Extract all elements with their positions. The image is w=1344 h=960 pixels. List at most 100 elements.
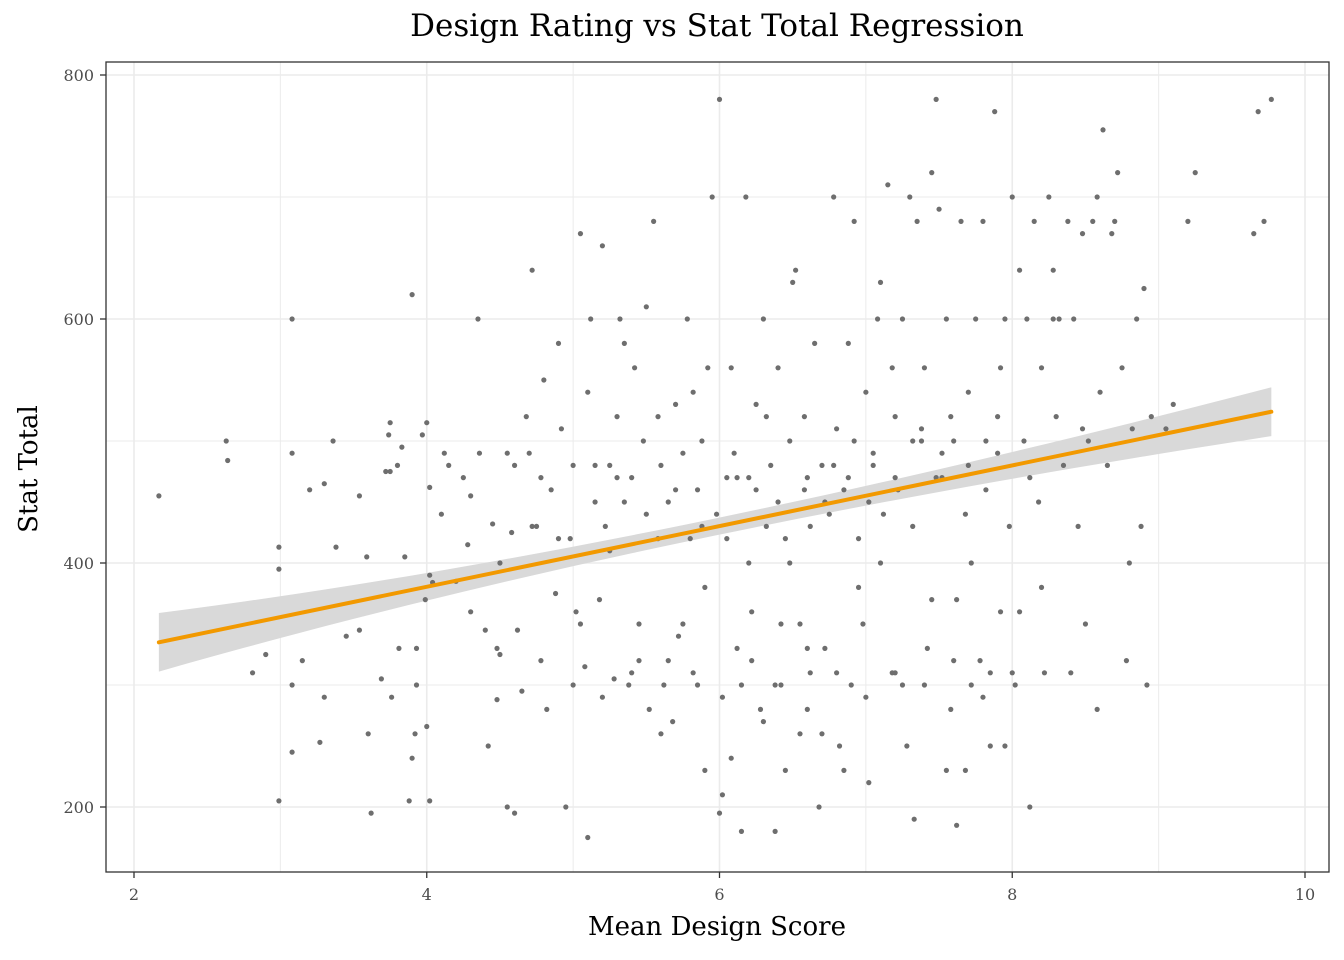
data-point bbox=[719, 792, 726, 798]
data-point bbox=[621, 340, 627, 346]
data-point bbox=[592, 499, 598, 505]
data-point bbox=[1251, 231, 1257, 237]
data-point bbox=[855, 536, 862, 542]
data-point bbox=[889, 365, 895, 371]
data-point bbox=[738, 828, 745, 835]
data-point bbox=[782, 767, 788, 774]
data-point bbox=[511, 462, 518, 468]
data-point bbox=[1031, 218, 1037, 224]
data-point bbox=[526, 450, 532, 456]
data-point bbox=[1009, 670, 1015, 676]
data-point bbox=[709, 194, 715, 200]
data-point bbox=[968, 682, 974, 688]
data-point bbox=[643, 511, 649, 517]
data-point bbox=[552, 590, 559, 597]
data-point bbox=[787, 438, 793, 444]
data-point bbox=[441, 450, 447, 456]
data-point bbox=[731, 450, 737, 456]
x-tick-label: 2 bbox=[129, 885, 139, 904]
data-point bbox=[427, 484, 433, 490]
data-point bbox=[877, 560, 884, 566]
data-point bbox=[973, 316, 979, 322]
data-point bbox=[402, 554, 408, 560]
data-point bbox=[504, 804, 510, 810]
data-point bbox=[1144, 682, 1150, 688]
data-point bbox=[438, 511, 444, 517]
data-point bbox=[519, 688, 525, 694]
data-point bbox=[954, 597, 960, 603]
data-point bbox=[845, 340, 851, 346]
data-point bbox=[1141, 285, 1147, 292]
data-point bbox=[728, 755, 734, 761]
data-point bbox=[588, 316, 594, 322]
data-point bbox=[918, 426, 925, 432]
data-point bbox=[772, 828, 778, 835]
data-point bbox=[962, 767, 969, 774]
data-point bbox=[289, 682, 295, 688]
data-point bbox=[672, 487, 679, 493]
data-point bbox=[672, 401, 679, 407]
data-point bbox=[914, 218, 920, 224]
data-point bbox=[497, 560, 503, 566]
data-point bbox=[690, 389, 696, 395]
data-point bbox=[746, 560, 752, 566]
data-point bbox=[585, 389, 591, 395]
data-point bbox=[1024, 316, 1030, 322]
data-point bbox=[424, 723, 430, 730]
data-point bbox=[885, 182, 891, 188]
data-point bbox=[299, 658, 305, 664]
data-point bbox=[289, 749, 295, 755]
data-point bbox=[356, 627, 363, 633]
data-point bbox=[995, 450, 1001, 456]
data-point bbox=[734, 645, 740, 652]
data-point bbox=[494, 645, 500, 652]
data-point bbox=[523, 414, 529, 420]
data-point bbox=[223, 438, 229, 444]
data-point bbox=[924, 645, 930, 652]
data-point bbox=[413, 645, 420, 652]
data-point bbox=[819, 462, 825, 468]
data-point bbox=[317, 739, 323, 745]
data-point bbox=[570, 462, 576, 468]
data-point bbox=[1185, 218, 1191, 224]
data-point bbox=[778, 682, 784, 688]
data-points bbox=[156, 96, 1274, 841]
data-point bbox=[1079, 426, 1086, 432]
data-point bbox=[958, 218, 964, 224]
data-point bbox=[987, 670, 993, 676]
data-point bbox=[1065, 218, 1071, 224]
data-point bbox=[646, 706, 652, 713]
data-point bbox=[713, 511, 720, 517]
data-point bbox=[892, 414, 898, 420]
data-point bbox=[936, 206, 942, 212]
data-point bbox=[962, 511, 969, 517]
data-point bbox=[494, 697, 500, 703]
grid-lines bbox=[106, 62, 1329, 872]
data-point bbox=[899, 316, 906, 322]
data-point bbox=[368, 810, 374, 816]
data-point bbox=[427, 572, 433, 578]
data-point bbox=[1268, 96, 1274, 102]
data-point bbox=[1038, 365, 1045, 371]
data-point bbox=[910, 523, 916, 530]
data-point bbox=[276, 566, 282, 572]
data-point bbox=[716, 96, 723, 102]
data-point bbox=[987, 743, 993, 749]
data-point bbox=[793, 267, 799, 273]
data-point bbox=[870, 462, 876, 468]
data-point bbox=[563, 804, 569, 810]
data-point bbox=[544, 706, 550, 713]
data-point bbox=[834, 426, 840, 432]
data-point bbox=[983, 438, 989, 444]
data-point bbox=[636, 658, 642, 664]
data-point bbox=[855, 584, 862, 591]
data-point bbox=[225, 457, 231, 464]
data-point bbox=[643, 304, 649, 310]
confidence-band bbox=[158, 387, 1272, 672]
data-point bbox=[321, 481, 327, 487]
data-point bbox=[482, 627, 488, 633]
data-point bbox=[749, 658, 755, 664]
data-point bbox=[965, 462, 971, 468]
data-point bbox=[804, 475, 810, 481]
data-point bbox=[356, 493, 363, 499]
